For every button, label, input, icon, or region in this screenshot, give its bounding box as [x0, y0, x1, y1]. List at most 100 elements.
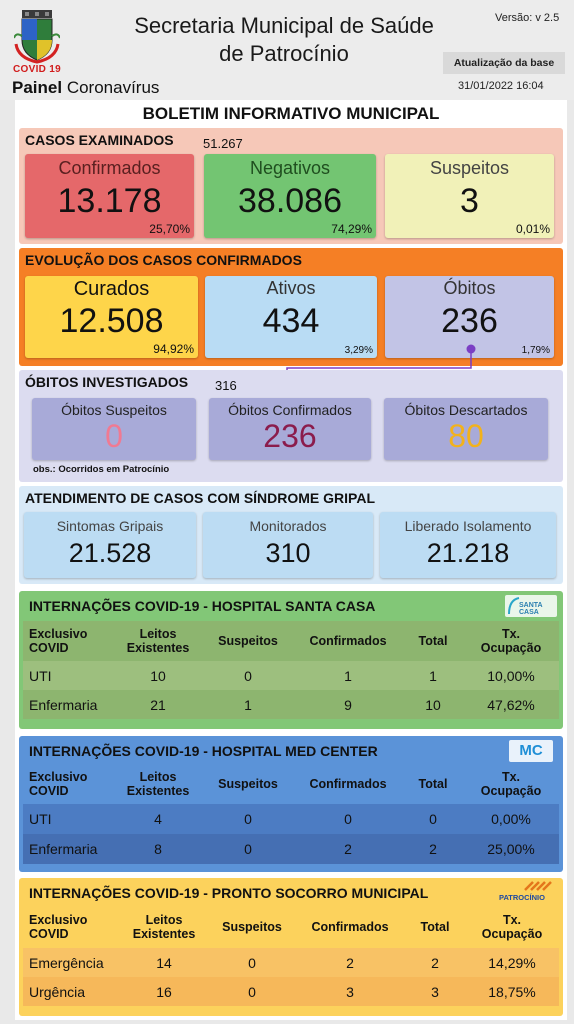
- col-leitos: Leitos Existentes: [126, 770, 190, 798]
- pronto-socorro-table: Exclusivo COVID Leitos Existentes Suspeito…: [23, 906, 559, 1006]
- table-row: Enfermaria 8 0 2 2 25,00%: [23, 834, 559, 864]
- total-investigated: 316: [215, 378, 237, 393]
- patrocinio-logo-text: PATROCÍNIO: [499, 893, 545, 902]
- section-pronto-socorro: INTERNAÇÕES COVID-19 - PRONTO SOCORRO MU…: [19, 878, 563, 1016]
- card-percent: 3,29%: [344, 345, 373, 356]
- card-percent: 25,70%: [149, 222, 190, 236]
- card-value: 38.086: [238, 182, 342, 220]
- card-label: Sintomas Gripais: [56, 518, 164, 534]
- card-value: 21.528: [68, 538, 152, 568]
- col-tx-ocupacao: Tx. Ocupação: [480, 770, 542, 798]
- section-evolucao: EVOLUÇÃO DOS CASOS CONFIRMADOS Curados 1…: [19, 248, 563, 366]
- col-confirmados: Confirmados: [311, 920, 389, 934]
- card-suspeitos: Suspeitos 3 0,01%: [385, 154, 554, 238]
- card-monitorados: Monitorados 310: [203, 512, 373, 578]
- panel-name-bold: Painel: [12, 78, 63, 97]
- update-label: Atualização da base: [443, 52, 565, 74]
- card-label: Liberado Isolamento: [404, 518, 532, 534]
- card-value: 12.508: [59, 302, 164, 340]
- total-examined: 51.267: [203, 136, 243, 151]
- card-percent: 0,01%: [515, 222, 550, 236]
- card-obitos: Óbitos 236 1,79%: [385, 276, 554, 358]
- col-confirmados: Confirmados: [309, 634, 387, 648]
- section-title: CASOS EXAMINADOS: [25, 132, 174, 148]
- table-row: Urgência 16 0 3 3 18,75%: [23, 977, 559, 1006]
- card-label: Confirmados: [58, 158, 161, 178]
- card-confirmados: Confirmados 13.178 25,70%: [25, 154, 194, 238]
- panel-name-rest: Coronavírus: [62, 78, 160, 97]
- card-label: Óbitos Suspeitos: [61, 402, 167, 418]
- card-percent: 1,79%: [521, 345, 550, 356]
- section-title: INTERNAÇÕES COVID-19 - HOSPITAL SANTA CA…: [29, 598, 376, 614]
- card-value: 13.178: [57, 182, 162, 220]
- santa-casa-logo-icon: SANTA CASA: [505, 595, 557, 617]
- med-center-logo-text: MC: [519, 742, 543, 759]
- col-tx-ocupacao: Tx. Ocupação: [480, 627, 542, 655]
- bulletin-title: BOLETIM INFORMATIVO MUNICIPAL: [142, 104, 440, 123]
- card-value: 3: [460, 182, 479, 220]
- col-suspeitos: Suspeitos: [222, 920, 282, 934]
- page-title-line1: Secretaria Municipal de Saúde: [134, 13, 434, 38]
- section-title: EVOLUÇÃO DOS CASOS CONFIRMADOS: [25, 252, 302, 268]
- card-label: Óbitos Descartados: [404, 402, 528, 418]
- col-suspeitos: Suspeitos: [218, 634, 278, 648]
- card-value: 236: [441, 302, 498, 340]
- card-obitos-suspeitos: Óbitos Suspeitos 0: [32, 398, 196, 460]
- card-liberado-isolamento: Liberado Isolamento 21.218: [380, 512, 556, 578]
- update-date: 31/01/2022 16:04: [458, 80, 544, 92]
- col-tx-ocupacao: Tx. Ocupação: [481, 913, 543, 941]
- panel-name: Painel Coronavírus: [12, 78, 159, 98]
- table-row: UTI 10 0 1 1 10,00%: [23, 661, 559, 690]
- col-suspeitos: Suspeitos: [218, 777, 278, 791]
- card-obitos-confirmados: Óbitos Confirmados 236: [209, 398, 371, 460]
- card-value: 236: [263, 418, 317, 454]
- section-sindrome-gripal: ATENDIMENTO DE CASOS COM SÍNDROME GRIPAL…: [19, 486, 563, 584]
- section-title: ÓBITOS INVESTIGADOS: [25, 374, 189, 390]
- card-percent: 74,29%: [331, 222, 372, 236]
- card-value: 0: [105, 418, 123, 454]
- col-exclusivo: Exclusivo COVID: [29, 770, 88, 798]
- card-sintomas-gripais: Sintomas Gripais 21.528: [24, 512, 196, 578]
- card-negativos: Negativos 38.086 74,29%: [204, 154, 376, 238]
- col-exclusivo: Exclusivo COVID: [29, 627, 88, 655]
- col-total: Total: [418, 777, 448, 791]
- card-label: Óbitos Confirmados: [228, 402, 352, 418]
- observation-note: obs.: Ocorridos em Patrocínio: [33, 464, 170, 475]
- covid-label: COVID 19: [13, 64, 61, 75]
- card-label: Ativos: [266, 278, 316, 298]
- table-header-row: Exclusivo COVID Leitos Existentes Suspeito…: [23, 764, 559, 804]
- med-center-table: Exclusivo COVID Leitos Existentes Suspeito…: [23, 764, 559, 864]
- page-title: Secretaria Municipal de Saúde de Patrocí…: [110, 12, 458, 68]
- section-obitos-investigados: ÓBITOS INVESTIGADOS 316 Óbitos Suspeitos…: [19, 370, 563, 482]
- card-label: Negativos: [249, 158, 331, 178]
- card-value: 80: [448, 418, 484, 454]
- section-title: INTERNAÇÕES COVID-19 - HOSPITAL MED CENT…: [29, 743, 378, 759]
- card-percent: 94,92%: [153, 342, 194, 356]
- section-title: INTERNAÇÕES COVID-19 - PRONTO SOCORRO MU…: [29, 885, 429, 901]
- card-value: 310: [265, 538, 311, 568]
- city-crest-icon: [14, 10, 60, 64]
- card-label: Monitorados: [249, 518, 327, 534]
- card-ativos: Ativos 434 3,29%: [205, 276, 377, 358]
- col-exclusivo: Exclusivo COVID: [29, 913, 88, 941]
- santa-casa-logo-text: SANTA CASA: [519, 602, 543, 616]
- table-row: Emergência 14 0 2 2 14,29%: [23, 948, 559, 977]
- card-curados: Curados 12.508 94,92%: [25, 276, 198, 358]
- patrocinio-logo-icon: PATROCÍNIO: [497, 880, 557, 904]
- version-label: Versão: v 2.5: [495, 12, 560, 24]
- santa-casa-table: Exclusivo COVID Leitos Existentes Suspeito…: [23, 621, 559, 719]
- table-row: UTI 4 0 0 0 0,00%: [23, 804, 559, 834]
- main-panel: BOLETIM INFORMATIVO MUNICIPAL CASOS EXAM…: [15, 100, 567, 1020]
- page-header: COVID 19 Painel Coronavírus Secretaria M…: [0, 0, 574, 100]
- col-leitos: Leitos Existentes: [132, 913, 196, 941]
- med-center-logo-icon: MC: [509, 740, 553, 762]
- table-header-row: Exclusivo COVID Leitos Existentes Suspeito…: [23, 621, 559, 661]
- section-casos-examinados: CASOS EXAMINADOS 51.267 Confirmados 13.1…: [19, 128, 563, 244]
- col-leitos: Leitos Existentes: [126, 627, 190, 655]
- card-value: 21.218: [426, 538, 510, 568]
- card-label: Curados: [73, 278, 150, 300]
- page-title-line2: de Patrocínio: [219, 41, 349, 66]
- table-row: Enfermaria 21 1 9 10 47,62%: [23, 690, 559, 719]
- card-value: 434: [262, 302, 320, 340]
- table-header-row: Exclusivo COVID Leitos Existentes Suspeito…: [23, 906, 559, 948]
